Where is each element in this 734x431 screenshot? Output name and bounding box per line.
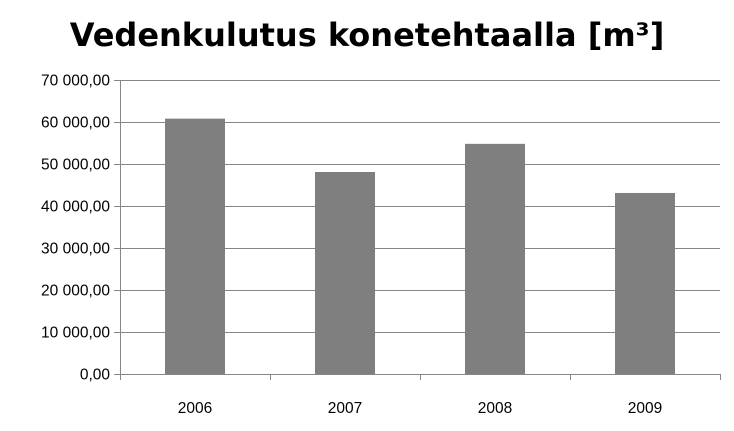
- x-tick-label: 2006: [178, 400, 212, 417]
- y-tick-labels: 0,00 10 000,00 20 000,00 30 000,00 40 000,00…: [41, 73, 110, 384]
- y-tick-label: 60 000,00: [41, 115, 110, 132]
- chart-title: Vedenkulutus konetehtaalla [m³]: [69, 16, 665, 54]
- x-tick-label: 2008: [478, 400, 512, 417]
- bar: [465, 143, 525, 374]
- bar: [615, 192, 675, 374]
- x-tick-label: 2009: [628, 400, 662, 417]
- y-tick-label: 30 000,00: [41, 241, 110, 258]
- bars: [165, 118, 675, 374]
- x-tick-labels: 2006 2007 2008 2009: [178, 400, 662, 417]
- y-tick-label: 20 000,00: [41, 283, 110, 300]
- y-tick-label: 70 000,00: [41, 73, 110, 90]
- x-tick-label: 2007: [328, 400, 362, 417]
- y-tick-label: 40 000,00: [41, 199, 110, 216]
- y-tick-label: 0,00: [80, 367, 111, 384]
- y-tick-label: 10 000,00: [41, 325, 110, 342]
- y-tick-label: 50 000,00: [41, 157, 110, 174]
- axes: [114, 80, 721, 380]
- bar: [315, 171, 375, 374]
- bar: [165, 118, 225, 374]
